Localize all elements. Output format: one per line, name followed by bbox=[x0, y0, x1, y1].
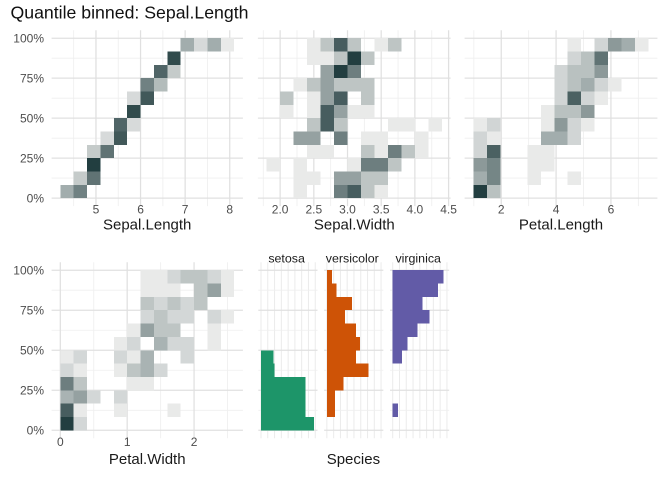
svg-text:2.5: 2.5 bbox=[305, 203, 322, 217]
svg-text:Quantile binned: Sepal.Length: Quantile binned: Sepal.Length bbox=[11, 3, 249, 23]
svg-text:4: 4 bbox=[553, 203, 560, 217]
svg-text:6: 6 bbox=[608, 203, 615, 217]
svg-text:0: 0 bbox=[57, 435, 64, 449]
svg-text:Petal.Width: Petal.Width bbox=[109, 451, 186, 468]
svg-text:0%: 0% bbox=[27, 424, 45, 438]
svg-text:setosa: setosa bbox=[268, 251, 305, 265]
svg-text:Species: Species bbox=[327, 451, 380, 468]
svg-text:2.0: 2.0 bbox=[272, 203, 289, 217]
svg-text:25%: 25% bbox=[20, 384, 44, 398]
svg-text:25%: 25% bbox=[20, 151, 44, 165]
svg-text:2: 2 bbox=[498, 203, 505, 217]
svg-text:50%: 50% bbox=[20, 344, 44, 358]
svg-text:versicolor: versicolor bbox=[326, 251, 379, 265]
svg-text:0%: 0% bbox=[27, 191, 45, 205]
svg-text:8: 8 bbox=[226, 203, 233, 217]
svg-text:100%: 100% bbox=[13, 32, 44, 46]
svg-text:3.5: 3.5 bbox=[373, 203, 390, 217]
svg-text:Sepal.Width: Sepal.Width bbox=[314, 217, 395, 234]
svg-text:4.0: 4.0 bbox=[407, 203, 424, 217]
svg-text:6: 6 bbox=[137, 203, 144, 217]
svg-text:3.0: 3.0 bbox=[339, 203, 356, 217]
svg-text:Petal.Length: Petal.Length bbox=[519, 217, 603, 234]
svg-text:100%: 100% bbox=[13, 264, 44, 278]
svg-text:75%: 75% bbox=[20, 304, 44, 318]
svg-text:2: 2 bbox=[191, 435, 198, 449]
svg-text:1: 1 bbox=[124, 435, 131, 449]
svg-text:50%: 50% bbox=[20, 111, 44, 125]
svg-text:7: 7 bbox=[182, 203, 189, 217]
svg-text:4.5: 4.5 bbox=[440, 203, 457, 217]
svg-text:virginica: virginica bbox=[395, 251, 441, 265]
svg-text:Sepal.Length: Sepal.Length bbox=[103, 217, 191, 234]
svg-text:5: 5 bbox=[93, 203, 100, 217]
svg-text:75%: 75% bbox=[20, 71, 44, 85]
